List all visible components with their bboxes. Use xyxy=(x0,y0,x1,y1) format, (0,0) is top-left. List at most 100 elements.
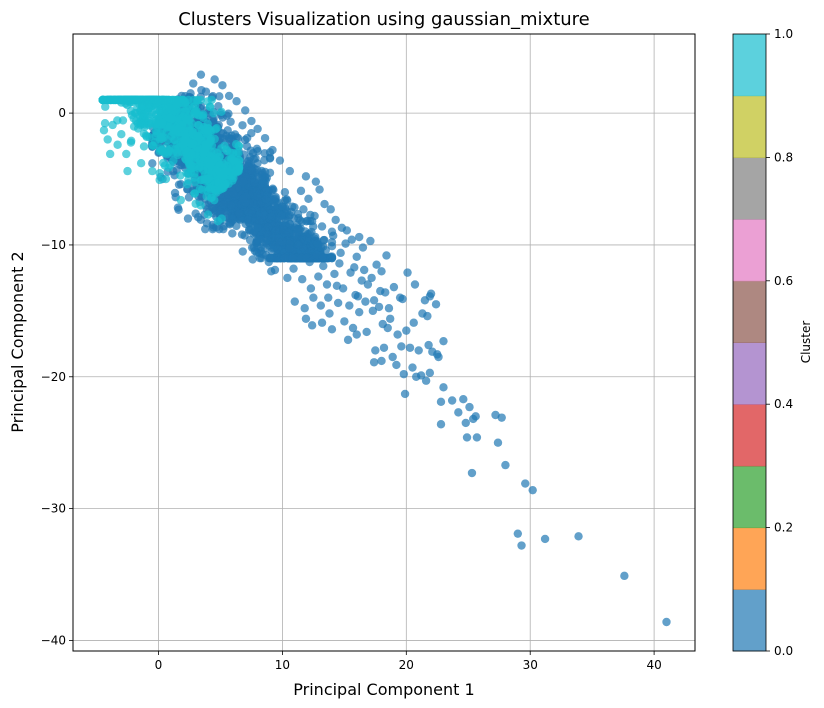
data-point xyxy=(423,311,432,321)
data-point xyxy=(199,147,208,156)
data-point xyxy=(238,121,247,130)
data-point xyxy=(327,238,337,247)
data-point xyxy=(203,126,212,135)
data-point xyxy=(209,109,218,118)
data-point xyxy=(245,235,255,245)
data-point xyxy=(237,230,247,239)
data-point xyxy=(461,418,470,428)
data-point xyxy=(331,215,340,225)
data-point xyxy=(306,284,316,293)
data-point xyxy=(254,235,264,244)
data-point xyxy=(274,234,283,243)
data-point xyxy=(414,346,423,355)
dense-point-cloud xyxy=(98,70,337,263)
data-points xyxy=(99,91,671,627)
data-point xyxy=(183,214,193,223)
data-point xyxy=(218,81,227,90)
data-point xyxy=(226,148,235,157)
data-point xyxy=(358,243,368,252)
data-point xyxy=(282,196,292,205)
data-point xyxy=(388,352,397,362)
data-point xyxy=(141,111,150,120)
data-point xyxy=(101,102,110,111)
data-point xyxy=(203,187,212,196)
data-point xyxy=(374,302,384,312)
colorbar-segments xyxy=(733,34,766,652)
data-point xyxy=(447,396,457,405)
data-point xyxy=(174,124,183,134)
data-point xyxy=(276,211,286,221)
data-point xyxy=(255,216,264,225)
data-point xyxy=(309,293,318,302)
data-point xyxy=(270,202,279,211)
data-point xyxy=(243,215,252,225)
data-point xyxy=(330,269,339,279)
data-point xyxy=(403,268,412,277)
y-tick-label: −30 xyxy=(41,502,66,516)
data-point xyxy=(517,541,526,550)
cluster-0-points xyxy=(201,91,671,627)
data-point xyxy=(389,282,399,292)
data-point xyxy=(193,143,202,152)
data-point xyxy=(294,240,303,250)
data-point xyxy=(219,224,228,234)
data-point xyxy=(393,330,402,339)
colorbar-segment xyxy=(733,342,766,405)
data-point xyxy=(363,280,373,289)
data-point xyxy=(188,127,197,136)
data-point xyxy=(316,301,326,310)
data-point xyxy=(377,267,386,276)
data-point xyxy=(296,186,306,196)
data-point xyxy=(392,360,401,370)
data-point xyxy=(148,166,157,176)
data-point xyxy=(198,111,207,120)
data-point xyxy=(307,217,317,226)
data-point xyxy=(172,148,182,157)
data-point xyxy=(268,145,277,155)
data-point xyxy=(206,161,215,170)
data-point xyxy=(434,352,443,362)
data-point xyxy=(161,174,171,184)
data-point xyxy=(228,229,237,238)
data-point xyxy=(247,166,257,175)
data-point xyxy=(155,175,164,185)
data-point xyxy=(405,343,415,352)
data-point xyxy=(155,169,164,178)
data-point xyxy=(176,171,185,180)
data-point xyxy=(219,200,228,209)
data-point xyxy=(203,97,212,106)
data-point xyxy=(321,246,330,255)
data-point xyxy=(238,247,247,256)
colorbar-tick-label: 0.2 xyxy=(774,521,793,535)
data-point xyxy=(540,534,550,544)
data-point xyxy=(359,265,369,275)
data-point xyxy=(263,230,272,239)
data-point xyxy=(293,224,302,234)
data-point xyxy=(239,177,248,186)
data-point xyxy=(317,222,327,231)
data-point xyxy=(300,304,309,313)
data-point xyxy=(355,232,364,242)
data-point xyxy=(361,297,370,306)
data-point xyxy=(298,275,307,284)
data-point xyxy=(234,141,243,151)
data-point xyxy=(320,235,329,245)
data-point xyxy=(186,164,195,173)
data-point xyxy=(343,335,353,345)
data-point xyxy=(350,263,359,272)
data-point xyxy=(234,209,244,218)
data-point xyxy=(366,236,375,246)
data-point xyxy=(232,97,241,106)
y-axis-label: Principal Component 2 xyxy=(8,251,27,432)
data-point xyxy=(156,133,166,142)
data-point xyxy=(260,149,269,158)
data-point xyxy=(244,208,254,218)
data-point xyxy=(424,340,433,350)
data-point xyxy=(412,372,421,381)
data-point xyxy=(369,296,379,305)
x-tick-label: 0 xyxy=(155,658,163,672)
data-point xyxy=(211,125,220,134)
data-point xyxy=(273,244,282,254)
data-point xyxy=(247,116,256,126)
data-point xyxy=(105,149,115,159)
